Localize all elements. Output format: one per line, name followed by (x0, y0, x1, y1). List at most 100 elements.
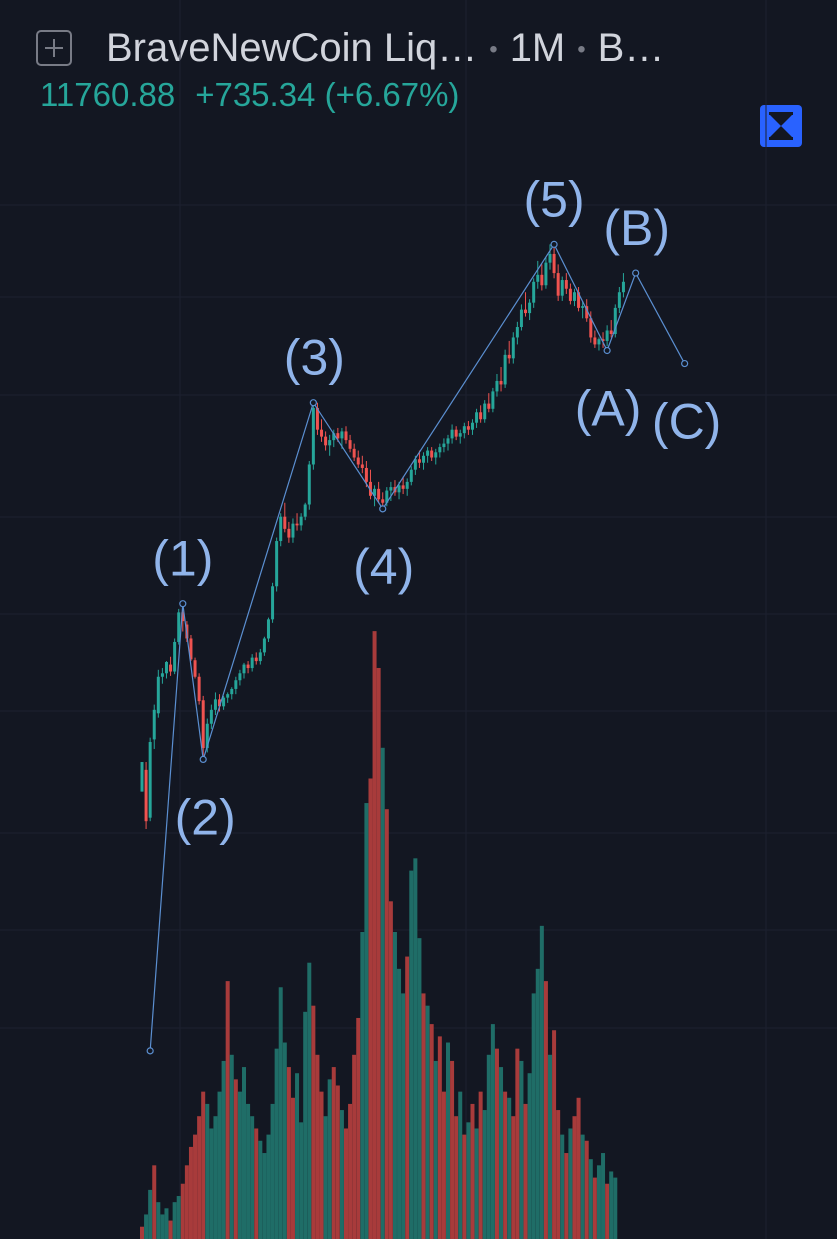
candle-body (524, 309, 528, 314)
volume-bar (588, 1159, 593, 1239)
exchange-label: B… (597, 26, 665, 70)
candle-body (148, 742, 152, 818)
volume-bar (548, 1054, 552, 1239)
volume-bar (405, 956, 410, 1239)
candle-body (373, 488, 377, 496)
candle-body (552, 253, 556, 274)
volume-bar (580, 1134, 585, 1239)
volume-bar (535, 968, 540, 1239)
volume-bar (380, 747, 385, 1239)
candle-body (287, 528, 291, 538)
volume-bar (605, 1183, 610, 1239)
candle-body (479, 412, 483, 420)
candle-body (581, 306, 585, 308)
candle-body (140, 762, 144, 792)
candle-body (246, 664, 250, 669)
candle-body (409, 469, 413, 482)
volume-bar (307, 962, 312, 1239)
candle-body (201, 700, 205, 749)
volume-bar (217, 1091, 222, 1239)
candle-body (495, 380, 499, 392)
volume-bar (494, 1048, 499, 1239)
candle-body (434, 452, 438, 458)
candle-body (389, 487, 393, 491)
candle-body (336, 433, 340, 439)
wave-point (632, 269, 640, 277)
volume-bar (237, 1091, 242, 1239)
candle-body (572, 292, 576, 301)
volume-bar (315, 1054, 320, 1239)
interval-label[interactable]: 1M (509, 26, 566, 70)
symbol-title[interactable]: BraveNewCoin Liq… • 1M • B… (106, 24, 664, 74)
separator-dot: • (489, 36, 498, 64)
candle-body (320, 429, 324, 437)
wave-point (603, 346, 611, 355)
volume-bar (290, 1097, 295, 1239)
volume-bar (331, 1067, 336, 1239)
wave-point (379, 505, 387, 513)
volume-bar (221, 1060, 226, 1239)
wave-label: (2) (175, 789, 236, 845)
volume-bar (270, 1103, 275, 1239)
volume-bar (352, 1054, 357, 1239)
volume-bar (609, 1171, 614, 1239)
candle-body (295, 523, 299, 526)
candle-body (177, 612, 181, 642)
volume-bar (258, 1140, 263, 1239)
volume-bar (478, 1091, 483, 1239)
candle-body (605, 330, 609, 341)
volume-bar (507, 1097, 512, 1239)
volume-bar (164, 1208, 169, 1239)
candle-body (315, 407, 319, 430)
volume-bar (384, 809, 389, 1239)
candle-body (303, 504, 307, 517)
separator-dot: • (577, 36, 586, 64)
volume-bar (470, 1103, 475, 1239)
candle-body (475, 412, 479, 423)
volume-bar (274, 1048, 279, 1239)
wave-label: (C) (652, 394, 721, 450)
candle-body (609, 330, 613, 334)
volume-bar (254, 1128, 259, 1239)
volume-bar (413, 858, 418, 1239)
candle-body (368, 481, 372, 496)
candle-body (205, 723, 209, 749)
volume-bar (458, 1091, 463, 1239)
wave-point (681, 359, 689, 368)
wave-label: (1) (152, 531, 213, 587)
collapse-icon[interactable] (760, 105, 802, 147)
candle-body (189, 638, 193, 660)
volume-bar (323, 1116, 328, 1239)
candle-body (266, 619, 270, 639)
candle-body (226, 694, 230, 698)
candle-body (250, 657, 254, 669)
add-symbol-icon[interactable] (36, 30, 72, 66)
candle-body (352, 448, 356, 458)
volume-bar (519, 1060, 524, 1239)
volume-bar (376, 667, 381, 1239)
volume-bar (176, 1196, 181, 1239)
volume-bar (401, 993, 406, 1239)
volume-bar (303, 1011, 308, 1239)
volume-bar (421, 993, 426, 1239)
candle-body (470, 422, 474, 430)
volume-bar (327, 1079, 332, 1239)
volume-bar (262, 1153, 267, 1239)
wave-point (199, 755, 207, 764)
candle-body (519, 309, 523, 328)
candle-body (299, 516, 303, 526)
volume-bar (295, 1073, 300, 1239)
volume-bar (601, 1153, 606, 1239)
volume-bar (348, 1103, 353, 1239)
volume-bar (450, 1060, 455, 1239)
candle-body (218, 699, 222, 707)
candle-body (401, 485, 405, 489)
candle-body (283, 516, 287, 529)
symbol-name: BraveNewCoin Liq… (106, 26, 478, 70)
volume-bar (278, 987, 283, 1239)
candle-body (230, 688, 234, 695)
candle-body (450, 429, 454, 439)
candle-body (585, 306, 589, 319)
